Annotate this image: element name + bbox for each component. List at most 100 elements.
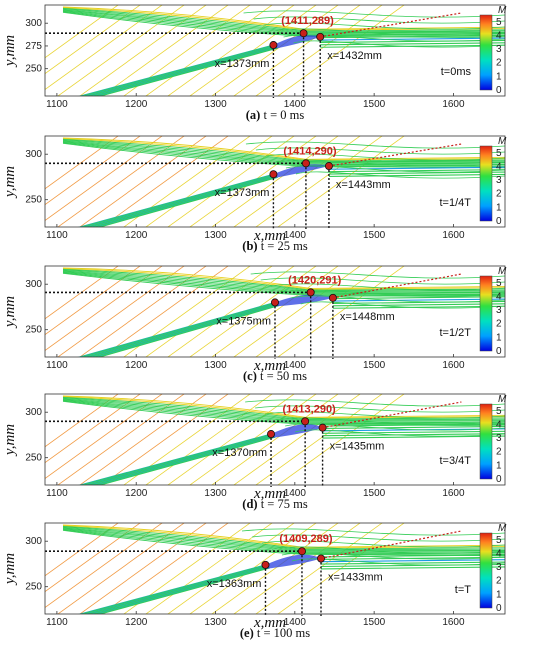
flow-field [45,394,505,485]
lower-shock-contour [77,301,276,357]
time-label: t=1/2T [440,327,472,339]
x-tick-label: 1200 [125,617,148,628]
field-contour [243,10,505,18]
upper-shock-contour [62,525,505,550]
colorbar [479,275,493,352]
colorbar-tick: 3 [496,562,502,573]
peak-marker [301,159,310,168]
y-tick-label: 250 [25,325,42,336]
x-tick-label: 1200 [125,99,148,110]
x-tick-label: 1500 [363,99,386,110]
colorbar-tick: 5 [496,535,502,546]
caption-text: t = 25 ms [257,239,308,253]
lower-shock-contour [92,435,275,485]
contour-plot: (1411,289) x=1373mm x=1432mm t=0ms M 0 1 2 3 4 5 11… [2,4,507,110]
jet-contour [320,554,505,558]
upper-shock-contour [62,141,505,166]
colorbar-tick: 0 [496,346,502,357]
upper-shock-contour [62,527,505,552]
colorbar-tick: 0 [496,216,502,227]
field-contour [291,558,505,566]
upper-shock-contour [62,400,505,425]
field-contour [255,405,505,413]
field-contour [260,277,505,285]
jet-contour [320,37,505,41]
x-tick-label: 1200 [125,230,148,241]
upper-shock-contour [62,270,505,294]
upper-shock-contour [62,6,505,30]
upper-shock-contour [62,396,505,419]
lower-shock-contour [95,304,279,357]
jet-contour [320,566,505,570]
y-tick-label: 300 [25,149,42,160]
plot-frame [44,4,506,97]
fan-line [233,394,361,485]
y-axis-label: y,mm [2,296,18,329]
caption-text: t = 75 ms [257,497,308,511]
x-axis-label: x,mm [253,228,286,244]
lower-shock-contour [89,566,269,614]
upper-shock-contour [62,524,505,548]
jet-contour [332,291,505,295]
contour-plot: (1414,290) x=1373mm x=1443mm t=1/4T M 0 1 2 3 4 5 1… [2,135,507,244]
x-tick-label: 1600 [442,230,465,241]
lower-shock-contour [92,46,277,96]
colorbar-tick: 5 [496,406,502,417]
fan-line [255,266,383,357]
upper-shock-contour [62,525,505,549]
panel-caption: (a) t = 0 ms [0,108,550,123]
right-point-label: x=1433mm [328,571,383,583]
fan-line [57,266,185,357]
upper-shock-contour [62,11,505,39]
fan-line [211,5,339,96]
fan-line [255,136,383,227]
lower-shock-contour [81,45,275,96]
field-contour [265,411,505,419]
caption-text: t = 0 ms [260,108,305,122]
time-label: t=1/4T [440,197,472,209]
right-point-marker [328,293,337,302]
lower-shock-contour [86,434,273,485]
upper-shock-contour [62,142,505,167]
jet-contour [332,303,505,307]
colorbar-tick: 0 [496,603,502,614]
colorbar-tick: 3 [496,433,502,444]
upper-shock-contour [62,400,505,427]
panel-1: (1411,289) x=1373mm x=1432mm t=0ms M 0 1 2 3 4 5 11… [0,0,550,127]
field-contour [241,528,505,536]
colorbar-tick: 3 [496,305,502,316]
colorbar-tick: 5 [496,17,502,28]
fan-line [233,266,361,357]
fan-line [145,394,273,485]
left-point-label: x=1363mm [207,578,262,590]
upper-shock-contour [62,142,505,169]
jet-contour [320,561,505,565]
lower-shock-contour [78,44,274,96]
left-point-label: x=1373mm [215,187,270,199]
y-axis-label: y,mm [2,35,18,68]
jet-contour [320,42,505,46]
colorbar-tick: 5 [496,278,502,289]
upper-shock-contour [62,271,505,295]
x-tick-label: 1500 [363,230,386,241]
time-label: t=0ms [441,66,472,78]
right-point-marker [318,423,327,432]
fan-line [45,523,141,593]
fan-line [45,5,119,59]
field-contour [273,28,505,36]
x-tick-label: 1500 [363,488,386,499]
lower-shock-contour [90,46,276,96]
upper-shock-contour [62,272,505,298]
x-tick-label: 1400 [284,99,307,110]
colorbar-title: M [498,5,507,16]
field-contour [293,40,505,48]
jet-contour [322,421,505,425]
jet-contour [332,305,505,309]
plot-frame [44,393,506,486]
lower-shock-contour [95,436,275,485]
field-contour [283,34,505,42]
fan-line [211,394,339,485]
field-contour [275,159,505,167]
caption-letter: (a) [245,108,261,122]
fan-line [57,523,185,614]
